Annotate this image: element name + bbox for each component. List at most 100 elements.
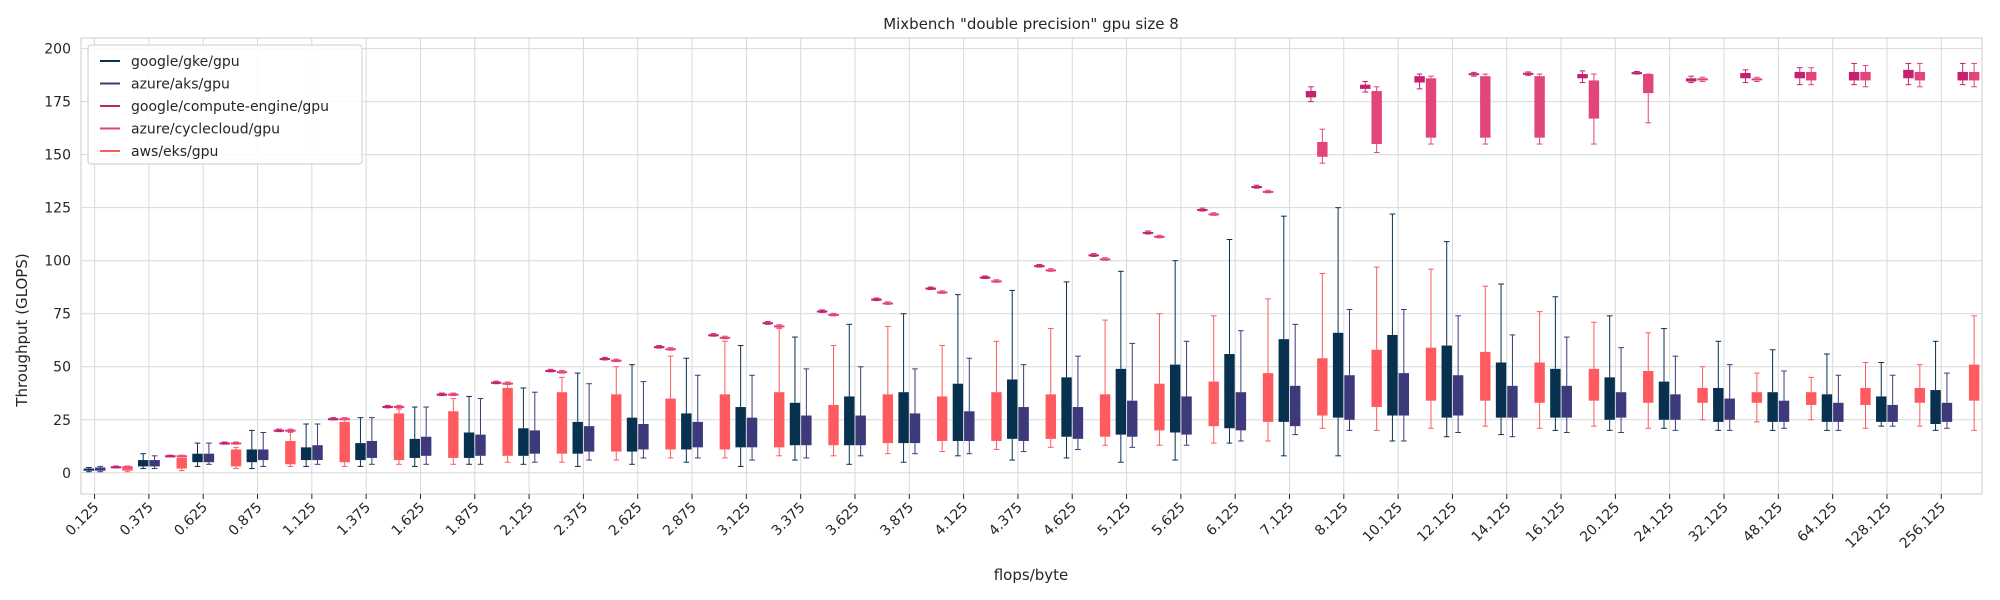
box xyxy=(1615,392,1627,418)
y-tick-label: 100 xyxy=(44,254,71,270)
box xyxy=(735,407,746,448)
box xyxy=(681,413,692,450)
y-tick-label: 0 xyxy=(62,466,71,482)
box xyxy=(828,404,839,446)
box xyxy=(1099,394,1111,437)
box xyxy=(1278,339,1289,422)
legend-box xyxy=(87,44,363,165)
box xyxy=(339,421,350,463)
box xyxy=(1643,370,1654,403)
box xyxy=(1941,402,1953,422)
box xyxy=(1441,345,1452,418)
box xyxy=(898,392,909,444)
box xyxy=(1968,364,1980,401)
legend: google/gke/gpu azure/aks/gpu google/comput… xyxy=(87,44,363,165)
box xyxy=(258,449,269,461)
box xyxy=(991,392,1002,441)
box xyxy=(1685,78,1697,82)
box xyxy=(1495,362,1507,418)
box xyxy=(1007,379,1018,439)
box xyxy=(692,421,703,448)
box xyxy=(1061,377,1072,437)
box xyxy=(1643,74,1654,94)
legend-label: azure/cyclecloud/gpu xyxy=(131,122,280,138)
box xyxy=(774,392,785,448)
box xyxy=(1154,383,1165,431)
box xyxy=(1740,72,1751,79)
box xyxy=(1262,373,1274,422)
box xyxy=(1414,76,1425,83)
legend-label: google/gke/gpu xyxy=(131,54,240,70)
box xyxy=(1658,381,1670,420)
box xyxy=(1697,387,1708,403)
box xyxy=(409,438,420,458)
x-axis-title: flops/byte xyxy=(994,566,1069,584)
legend-label: google/compute-engine/gpu xyxy=(131,99,329,115)
box xyxy=(1387,334,1398,416)
y-tick-label: 200 xyxy=(44,42,71,58)
box xyxy=(110,466,122,469)
box xyxy=(355,443,366,461)
box xyxy=(300,447,312,461)
box xyxy=(518,428,529,456)
box xyxy=(502,387,513,456)
box xyxy=(1169,364,1181,433)
box xyxy=(1550,368,1561,418)
box xyxy=(855,415,866,446)
box xyxy=(572,421,583,454)
box xyxy=(1670,394,1681,420)
y-tick-label: 50 xyxy=(53,360,71,376)
box xyxy=(909,413,921,444)
box xyxy=(1115,368,1127,435)
box xyxy=(137,460,149,467)
box xyxy=(230,449,242,467)
series-google-gke-gpu xyxy=(83,207,1941,473)
y-tick-label: 150 xyxy=(44,148,71,164)
box xyxy=(1588,80,1600,119)
box xyxy=(1561,385,1572,418)
box xyxy=(789,402,801,446)
y-axis-title: Throughput (GLOPS) xyxy=(13,253,31,407)
series-google-compute-engine-gpu xyxy=(110,62,1968,469)
box xyxy=(1235,392,1247,431)
box xyxy=(1305,91,1317,98)
box xyxy=(1794,71,1805,79)
box xyxy=(393,413,405,461)
box xyxy=(1480,76,1491,138)
box xyxy=(1317,358,1328,416)
box xyxy=(1833,402,1844,422)
box xyxy=(719,394,731,450)
box xyxy=(1534,362,1545,403)
box xyxy=(1072,407,1084,439)
series-aws-eks-gpu xyxy=(122,266,1980,473)
box xyxy=(801,415,812,446)
box xyxy=(1208,381,1219,427)
box xyxy=(1480,351,1491,401)
box xyxy=(1344,375,1355,420)
box xyxy=(1371,91,1382,145)
box xyxy=(611,394,622,452)
box xyxy=(1045,394,1056,439)
y-tick-label: 25 xyxy=(53,413,71,429)
box xyxy=(1751,392,1763,403)
box xyxy=(1507,385,1518,418)
y-tick-label: 75 xyxy=(53,307,71,323)
box xyxy=(176,457,187,469)
box xyxy=(285,440,296,465)
legend-label: aws/eks/gpu xyxy=(131,144,218,160)
box xyxy=(936,396,948,441)
box xyxy=(95,467,106,471)
y-tick-label: 125 xyxy=(44,201,71,217)
box xyxy=(1224,354,1235,429)
box xyxy=(1317,141,1328,157)
box xyxy=(746,417,758,448)
box xyxy=(1289,385,1301,427)
box xyxy=(328,418,339,421)
legend-label: azure/aks/gpu xyxy=(131,77,230,93)
box xyxy=(165,455,176,458)
box xyxy=(312,445,323,461)
box xyxy=(1588,368,1600,401)
box xyxy=(529,430,540,454)
box xyxy=(1534,76,1545,138)
